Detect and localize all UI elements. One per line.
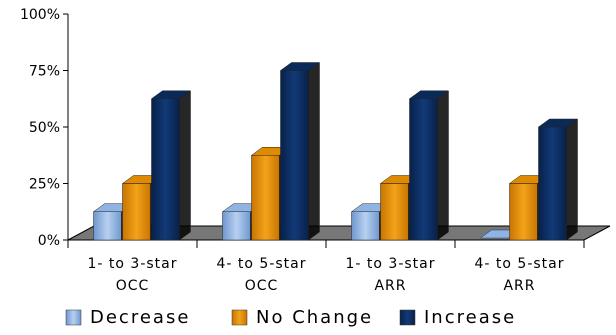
x-tick-label: ARR [374, 278, 406, 294]
y-tick-label: 100% [20, 7, 60, 23]
y-tick-label: 50% [29, 120, 60, 136]
category-labels: 1- to 3-star OCC 4- to 5-star OCC 1- to 3-st… [88, 256, 565, 294]
x-tick-label: 4- to 5-star [475, 256, 565, 272]
x-tick-label: 1- to 3-star [88, 256, 178, 272]
legend-label: Increase [424, 307, 516, 328]
y-tick-label: 0% [38, 233, 60, 249]
legend-swatch [399, 309, 416, 326]
bar-increase [279, 62, 321, 241]
y-axis-ticks: 0% 25% 50% 75% 100% [20, 7, 68, 249]
bar-increase [537, 118, 579, 241]
y-tick-label: 75% [29, 64, 60, 80]
x-tick-label: 4- to 5-star [217, 256, 307, 272]
bar-increase [150, 90, 192, 241]
legend-item: Increase [399, 307, 516, 328]
x-tick-label: OCC [116, 278, 150, 294]
legend-label: No Change [256, 307, 373, 328]
legend-item: No Change [231, 307, 373, 328]
y-tick-label: 25% [29, 177, 60, 193]
legend-swatch [231, 309, 248, 326]
bars [92, 62, 579, 241]
x-tick-label: ARR [503, 278, 535, 294]
legend: Decrease No Change Increase [65, 307, 516, 328]
category-dividers [67, 240, 585, 248]
legend-swatch [65, 309, 82, 326]
x-tick-label: 1- to 3-star [346, 256, 436, 272]
legend-label: Decrease [90, 307, 190, 328]
x-tick-label: OCC [245, 278, 279, 294]
legend-item: Decrease [65, 307, 190, 328]
bar-increase [408, 90, 450, 241]
